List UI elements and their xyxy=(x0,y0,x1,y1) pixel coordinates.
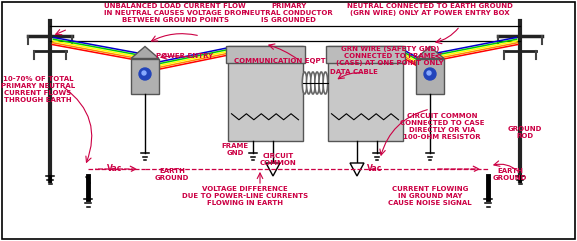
Text: CIRCUIT
COMMON: CIRCUIT COMMON xyxy=(260,153,297,166)
Ellipse shape xyxy=(319,72,324,94)
Bar xyxy=(131,59,159,94)
Polygon shape xyxy=(350,163,364,176)
Ellipse shape xyxy=(323,72,328,94)
Text: 10-70% OF TOTAL
PRIMARY NEUTRAL
CURRENT FLOWS
THROUGH EARTH: 10-70% OF TOTAL PRIMARY NEUTRAL CURRENT … xyxy=(1,76,75,103)
Ellipse shape xyxy=(310,72,315,94)
Bar xyxy=(416,59,444,94)
Text: POWER ENTRY: POWER ENTRY xyxy=(156,53,213,59)
Polygon shape xyxy=(131,47,159,59)
Text: COMMUNICATION EQPT: COMMUNICATION EQPT xyxy=(234,58,326,64)
Ellipse shape xyxy=(302,72,307,94)
Circle shape xyxy=(427,71,431,75)
Text: GRN WIRE (SAFETY GND)
CONNECTED TO FRAME
(CASE) AT ONE POINT ONLY: GRN WIRE (SAFETY GND) CONNECTED TO FRAME… xyxy=(336,46,444,66)
Text: DATA CABLE: DATA CABLE xyxy=(330,69,378,75)
Bar xyxy=(226,46,305,63)
Ellipse shape xyxy=(315,72,320,94)
Text: EARTH
GROUND: EARTH GROUND xyxy=(493,168,527,181)
Bar xyxy=(227,46,302,141)
Text: FRAME
GND: FRAME GND xyxy=(222,143,249,156)
Polygon shape xyxy=(266,163,280,176)
Text: Vac: Vac xyxy=(107,164,123,173)
Text: NEUTRAL CONNECTED TO EARTH GROUND
(GRN WIRE) ONLY AT POWER ENTRY BOX: NEUTRAL CONNECTED TO EARTH GROUND (GRN W… xyxy=(347,3,513,16)
Text: GROUND
ROD: GROUND ROD xyxy=(508,126,542,139)
Circle shape xyxy=(142,71,146,75)
Text: CURRENT FLOWING
IN GROUND MAY
CAUSE NOISE SIGNAL: CURRENT FLOWING IN GROUND MAY CAUSE NOIS… xyxy=(388,186,472,206)
Circle shape xyxy=(424,68,436,80)
Text: EARTH
GROUND: EARTH GROUND xyxy=(155,168,189,181)
Text: VOLTAGE DIFFERENCE
DUE TO POWER-LINE CURRENTS
FLOWING IN EARTH: VOLTAGE DIFFERENCE DUE TO POWER-LINE CUR… xyxy=(182,186,308,206)
Bar xyxy=(328,46,403,141)
Text: CIRCUIT COMMON
CONNECTED TO CASE
DIRECTLY OR VIA
100-OHM RESISTOR: CIRCUIT COMMON CONNECTED TO CASE DIRECTL… xyxy=(400,113,485,140)
Ellipse shape xyxy=(306,72,311,94)
Text: PRIMARY
NEUTRAL CONDUCTOR
IS GROUNDED: PRIMARY NEUTRAL CONDUCTOR IS GROUNDED xyxy=(244,3,333,23)
Polygon shape xyxy=(416,47,444,59)
Text: UNBALANCED LOAD CURRENT FLOW
IN NEUTRAL CAUSES VOLTAGE DROP
BETWEEN GROUND POINT: UNBALANCED LOAD CURRENT FLOW IN NEUTRAL … xyxy=(104,3,246,23)
Circle shape xyxy=(139,68,151,80)
Bar xyxy=(325,46,404,63)
Text: Vac: Vac xyxy=(368,164,383,173)
